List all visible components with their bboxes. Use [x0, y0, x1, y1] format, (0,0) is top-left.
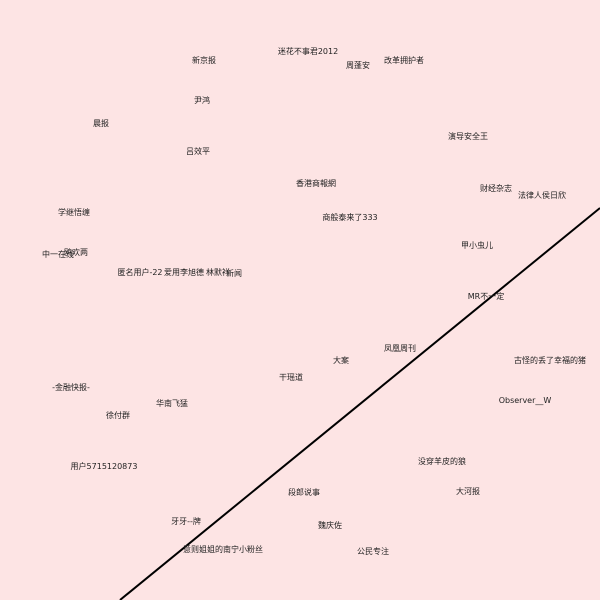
node-label: 大案	[333, 356, 349, 365]
node-label: 迷花不事君2012	[277, 47, 339, 56]
node-label: 意则姐姐的南宁小粉丝	[183, 545, 263, 554]
node-label: 新闻	[226, 269, 242, 278]
node-label: Observer__W	[498, 396, 552, 405]
node-label: 学继悟缠	[58, 208, 90, 217]
node-label: 魏庆佐	[318, 521, 342, 530]
node-label: 没穿羊皮的狼	[418, 457, 466, 466]
node-label: 凤凰周刊	[384, 344, 416, 353]
node-label: 改革拥护者	[384, 56, 424, 65]
node-label: -金融快报-	[52, 383, 90, 392]
node-label: MR不一定	[467, 292, 505, 301]
node-label: 徐付群	[106, 411, 130, 420]
node-label: 甲小虫儿	[461, 241, 493, 250]
node-label: 华南飞猛	[156, 399, 188, 408]
node-label: 牙牙--牌	[171, 517, 201, 526]
divider-line	[119, 207, 600, 600]
node-label: 尹鸿	[194, 96, 210, 105]
node-label: 香港商報網	[296, 179, 336, 188]
node-label: 爱用李旭德	[164, 268, 204, 277]
node-label: 演导安全王	[448, 132, 488, 141]
node-label: 古怪的丢了幸福的猪	[514, 356, 586, 365]
node-label: 匿名用户-22	[117, 268, 163, 277]
node-label: 法律人侯日欣	[518, 191, 566, 200]
node-label: 吕效平	[186, 147, 210, 156]
node-label: 鸥欢两	[64, 248, 88, 257]
node-label: 中一在线	[42, 250, 74, 259]
node-label: 大河报	[456, 487, 480, 496]
node-label: 周蓬安	[346, 61, 370, 70]
node-label: 段郎说事	[288, 488, 320, 497]
node-label: 用户5715120873	[70, 462, 138, 471]
node-label: 公民专注	[357, 547, 389, 556]
node-label: 林默祥	[206, 268, 230, 277]
node-label: 干瑶道	[279, 373, 303, 382]
node-label: 新京报	[192, 56, 216, 65]
node-label: 晨报	[93, 119, 109, 128]
node-label: 商般泰来了333	[322, 213, 378, 222]
node-label: 财经杂志	[480, 184, 512, 193]
